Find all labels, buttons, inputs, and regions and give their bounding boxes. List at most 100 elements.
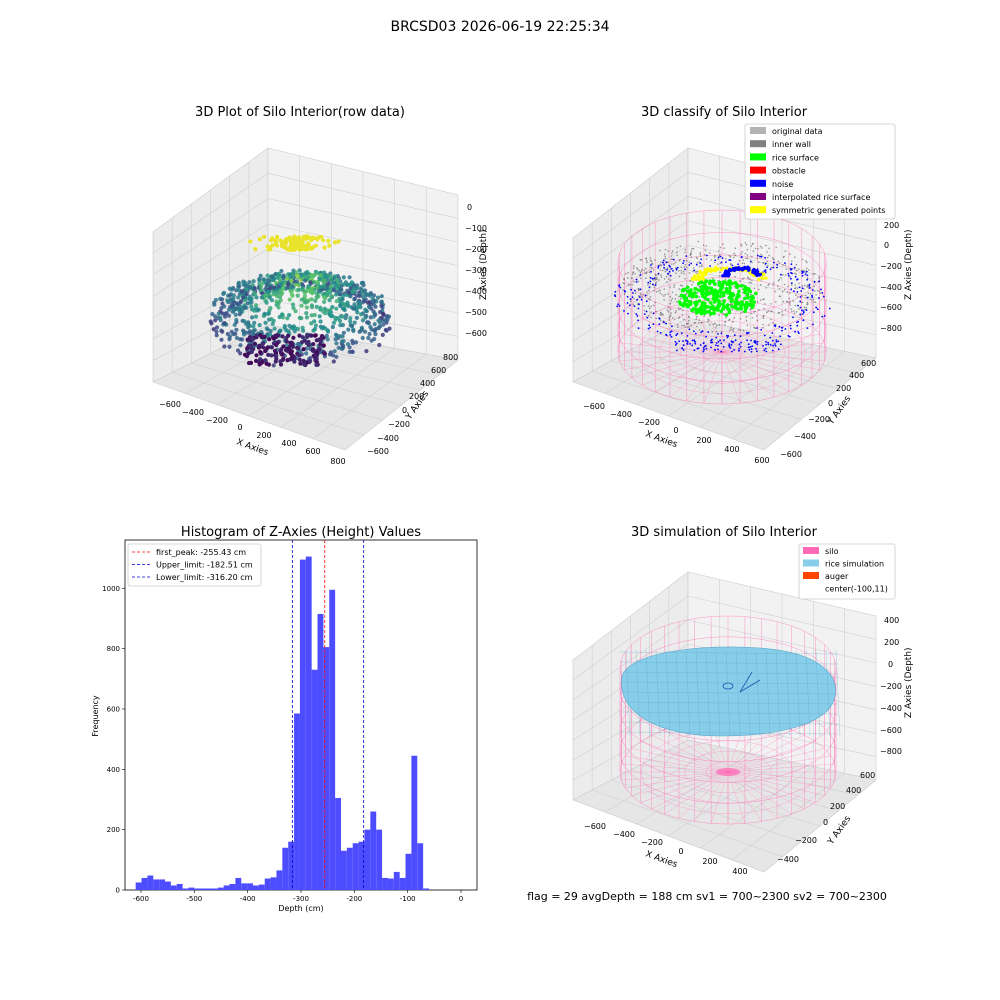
original-data-point (696, 262, 698, 264)
histogram-bar (235, 877, 242, 890)
original-data-point (764, 303, 766, 305)
scatter-point (365, 300, 370, 305)
scatter-point (269, 317, 274, 322)
original-data-point (671, 255, 673, 257)
legend-swatch (750, 179, 766, 187)
scatter-point (312, 312, 317, 318)
p2-ztick: −800 (880, 324, 902, 333)
original-data-point (647, 284, 649, 286)
p4-ytick: 0 (823, 818, 828, 827)
noise-point (787, 272, 790, 275)
scatter-point (234, 327, 239, 332)
scatter-point (280, 334, 285, 339)
grid-line (572, 595, 689, 681)
noise-point (750, 348, 753, 350)
noise-point (764, 271, 767, 273)
noise-point (740, 256, 743, 259)
original-data-point (668, 319, 671, 321)
noise-point (762, 345, 764, 347)
noise-point (799, 300, 802, 303)
original-data-point (782, 314, 784, 316)
noise-point (765, 340, 767, 343)
scatter-point (291, 305, 296, 311)
scatter-point (324, 291, 329, 297)
original-data-point (772, 322, 774, 324)
scatter-point (271, 363, 276, 368)
legend-swatch (803, 547, 819, 554)
scatter-point (333, 332, 338, 337)
original-data-point (649, 298, 651, 301)
p1-ytick: −600 (367, 447, 389, 456)
original-data-point (782, 274, 784, 276)
original-data-point (778, 288, 781, 290)
silo-floor-spoke (624, 351, 723, 370)
original-data-point (732, 330, 735, 333)
silo-floor-spoke (721, 351, 813, 379)
original-data-point (715, 330, 718, 333)
p1-ztick: −600 (465, 329, 487, 338)
original-data-point (710, 259, 712, 261)
scatter-point (220, 301, 225, 306)
scatter-point (251, 324, 256, 329)
panel2-title: 3D classify of Silo Interior (641, 105, 808, 120)
noise-point (747, 343, 750, 346)
silo-floor-ring (663, 740, 794, 804)
noise-point (650, 270, 652, 273)
original-data-point (806, 261, 808, 264)
rice-surface-point (734, 300, 739, 304)
histogram-bar (276, 870, 283, 890)
noise-point (671, 325, 673, 328)
rice-surface-point (712, 294, 717, 299)
legend-swatch (750, 153, 766, 161)
noise-point (765, 343, 768, 346)
silo-floor-spoke (621, 771, 729, 781)
histogram-bar (393, 871, 400, 890)
rice-surface-point (728, 285, 732, 290)
original-data-point (805, 296, 807, 299)
original-data-point (698, 265, 701, 268)
noise-point (688, 328, 691, 331)
symmetric-point (704, 269, 708, 274)
noise-point (766, 266, 768, 269)
rice-surface-point (750, 294, 755, 299)
original-data-point (722, 243, 724, 245)
noise-point (751, 345, 754, 348)
noise-point (799, 313, 802, 316)
rice-surface-point (712, 311, 716, 316)
panel-simulation-3d: 3D simulation of Silo Interior −600 −400… (572, 525, 914, 876)
scatter-point (220, 329, 225, 334)
scatter-point (210, 312, 215, 317)
noise-point (764, 269, 767, 272)
silo-floor-spoke (655, 351, 723, 393)
original-data-point (806, 301, 808, 304)
rice-surface-point (721, 293, 726, 298)
scatter-point (358, 286, 363, 291)
noise-point (818, 297, 820, 299)
scatter-point (346, 327, 351, 332)
original-data-point (659, 314, 662, 316)
original-data-point (674, 298, 677, 300)
scatter-point (297, 282, 302, 287)
scatter-point (308, 359, 313, 364)
original-data-point (789, 276, 791, 278)
original-data-point (708, 252, 711, 254)
scatter-point (340, 314, 345, 319)
noise-point (748, 346, 750, 349)
original-data-point (777, 312, 780, 314)
original-data-point (640, 292, 642, 295)
scatter-point (333, 240, 338, 245)
noise-point (784, 262, 786, 264)
original-data-point (669, 286, 671, 288)
original-data-point (671, 258, 673, 261)
scatter-point (245, 337, 250, 342)
noise-point (699, 344, 702, 346)
noise-point (665, 334, 668, 337)
original-data-point (789, 267, 792, 270)
original-data-point (751, 255, 753, 258)
noise-point (700, 258, 703, 261)
original-data-point (746, 254, 749, 256)
scatter-point (211, 327, 216, 332)
noise-point (720, 342, 723, 345)
original-data-point (807, 292, 810, 295)
original-data-point (647, 289, 650, 292)
